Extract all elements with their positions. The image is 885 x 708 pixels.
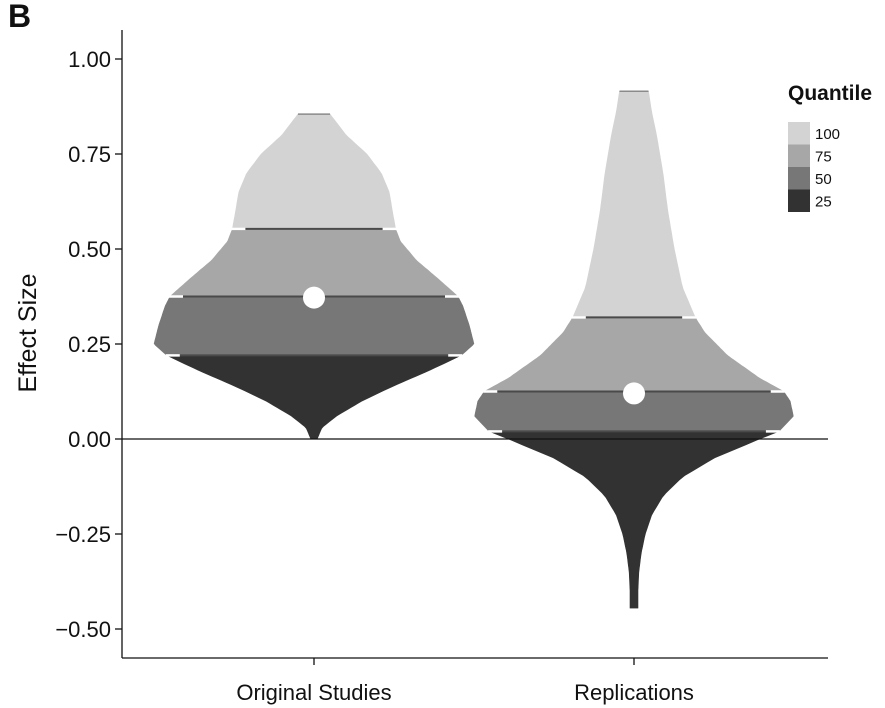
mean-point-original-studies bbox=[303, 286, 325, 309]
legend-swatch-100 bbox=[788, 122, 810, 145]
violin-band-q3-original-studies bbox=[169, 228, 459, 297]
y-tick-label: 0.75 bbox=[68, 142, 111, 167]
legend-label-100: 100 bbox=[815, 126, 840, 143]
legend-items: 100 75 50 25 bbox=[788, 122, 840, 212]
y-tick-label: 0.25 bbox=[68, 332, 111, 357]
x-axis-ticks: Original Studies Replications bbox=[236, 658, 694, 705]
y-axis-ticks: 1.00 0.75 0.50 0.25 0.00 −0.25 −0.50 bbox=[55, 47, 122, 642]
violin-band-q4-original-studies bbox=[232, 113, 396, 230]
mean-point-replications bbox=[623, 382, 645, 405]
y-axis-title: Effect Size bbox=[14, 273, 42, 392]
violin-band-q4-replications bbox=[572, 91, 696, 318]
y-tick-label: −0.25 bbox=[55, 522, 111, 547]
violin-band-q1-replications bbox=[488, 431, 780, 609]
violin-replications bbox=[474, 90, 794, 609]
legend-title: Quantile bbox=[788, 82, 872, 105]
y-tick-label: 1.00 bbox=[68, 47, 111, 72]
y-tick-label: −0.50 bbox=[55, 617, 111, 642]
y-tick-label: 0.00 bbox=[68, 427, 111, 452]
legend-swatch-50 bbox=[788, 167, 810, 190]
x-tick-label: Original Studies bbox=[236, 680, 391, 705]
legend-swatch-75 bbox=[788, 144, 810, 167]
violin-original-studies bbox=[153, 113, 475, 440]
panel-label: B bbox=[8, 0, 32, 34]
violin-band-q3-replications bbox=[483, 317, 785, 392]
legend-label-25: 25 bbox=[815, 194, 832, 211]
legend: Quantile 100 75 50 25 bbox=[788, 82, 872, 212]
legend-label-50: 50 bbox=[815, 171, 832, 188]
legend-swatch-25 bbox=[788, 189, 810, 212]
y-tick-label: 0.50 bbox=[68, 237, 111, 262]
violin-band-q1-original-studies bbox=[166, 355, 462, 440]
legend-label-75: 75 bbox=[815, 149, 832, 166]
plot-area bbox=[153, 90, 794, 609]
x-tick-label: Replications bbox=[574, 680, 694, 705]
